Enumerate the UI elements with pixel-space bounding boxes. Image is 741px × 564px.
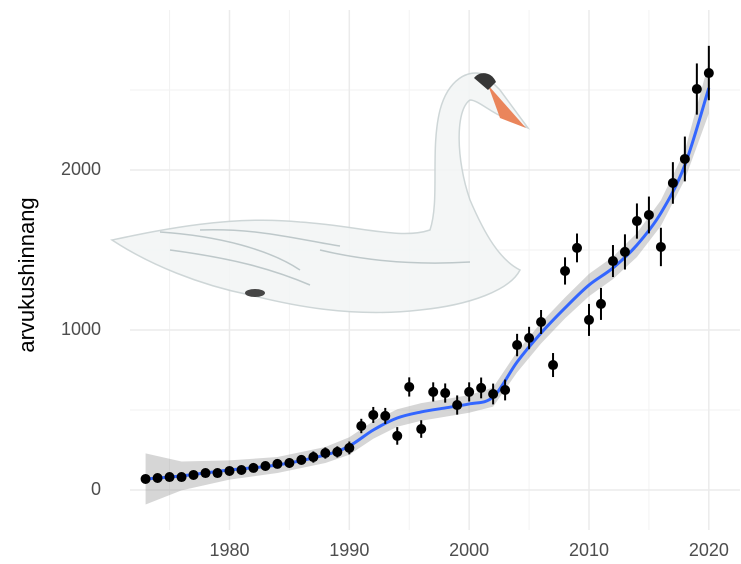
point — [212, 468, 223, 479]
point — [164, 472, 175, 483]
point — [691, 84, 702, 95]
point — [344, 442, 355, 453]
point — [152, 473, 163, 483]
point — [308, 452, 319, 463]
y-tick-label: 2000 — [61, 159, 101, 179]
point — [332, 446, 343, 457]
point — [488, 389, 499, 399]
point — [667, 177, 678, 188]
point — [284, 457, 295, 468]
point — [428, 386, 439, 397]
point — [404, 381, 415, 392]
y-axis-title: arvukushinnang — [14, 197, 39, 352]
point — [440, 388, 451, 399]
point — [500, 385, 511, 395]
point — [188, 469, 199, 480]
point — [368, 409, 379, 420]
point — [224, 465, 235, 476]
point — [272, 458, 283, 469]
point — [536, 317, 547, 327]
point — [140, 473, 151, 484]
x-tick-label: 2000 — [449, 540, 489, 560]
point — [392, 430, 403, 441]
x-tick-label: 1990 — [329, 540, 369, 560]
point — [631, 216, 642, 227]
point — [512, 340, 523, 351]
point — [380, 410, 391, 421]
swan-foot — [245, 289, 265, 297]
point — [464, 386, 475, 397]
point — [619, 246, 630, 257]
point — [524, 333, 535, 343]
point — [248, 462, 259, 473]
point — [356, 421, 367, 431]
swan-beak — [488, 85, 526, 128]
y-tick-label: 0 — [91, 479, 101, 499]
point — [703, 68, 714, 79]
swan-body — [110, 72, 531, 314]
x-tick-label: 2020 — [689, 540, 729, 560]
x-tick-label: 2010 — [569, 540, 609, 560]
point — [260, 461, 271, 471]
point — [548, 360, 559, 371]
point — [416, 424, 427, 435]
point — [560, 265, 571, 276]
point — [200, 468, 211, 479]
point — [595, 298, 606, 309]
swan-knob — [474, 73, 496, 90]
point — [583, 314, 594, 325]
swan-illustration — [110, 72, 531, 314]
point — [236, 465, 247, 475]
swan-feathers — [159, 229, 471, 286]
point — [572, 242, 583, 253]
point — [320, 448, 331, 459]
x-tick-label: 1980 — [209, 540, 249, 560]
point — [643, 209, 654, 220]
points-layer — [140, 45, 714, 484]
point — [679, 153, 690, 164]
y-tick-label: 1000 — [61, 319, 101, 339]
point — [607, 256, 618, 267]
confidence-ribbon — [145, 62, 709, 505]
point — [476, 382, 487, 393]
point — [296, 454, 307, 465]
point — [655, 241, 666, 252]
point — [452, 400, 463, 411]
point — [176, 472, 187, 483]
